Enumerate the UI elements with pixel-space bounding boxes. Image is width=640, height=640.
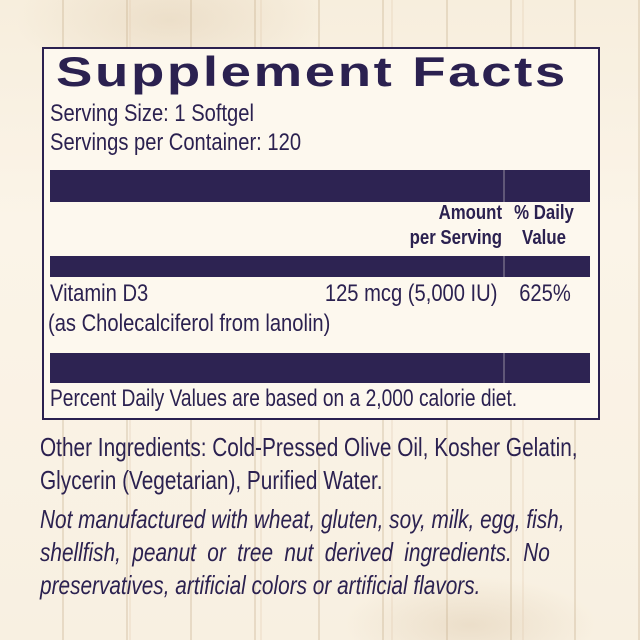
column-header-daily-value-line2: Value — [522, 227, 566, 249]
column-header-amount-line1: Amount — [438, 202, 502, 224]
nutrient-source-detail: (as Cholecalciferol from lanolin) — [48, 310, 331, 337]
nutrient-daily-value: 625% — [519, 280, 571, 307]
allergen-statement-line-2: shellfish, peanut or tree nut derived in… — [40, 537, 550, 567]
other-ingredients-line-1: Other Ingredients: Cold-Pressed Olive Oi… — [40, 432, 578, 462]
divider-bar-middle — [50, 256, 590, 277]
serving-size-text: Serving Size: 1 Softgel — [50, 100, 254, 127]
daily-value-footnote: Percent Daily Values are based on a 2,00… — [50, 385, 518, 412]
supplement-facts-panel: Supplement Facts Serving Size: 1 Softgel… — [42, 47, 600, 420]
column-header-amount-line2: per Serving — [409, 227, 502, 249]
other-ingredients-line-2: Glycerin (Vegetarian), Purified Water. — [40, 465, 383, 495]
nutrient-amount: 125 mcg (5,000 IU) — [324, 280, 497, 307]
nutrient-name: Vitamin D3 — [50, 280, 149, 307]
allergen-statement-line-3: preservatives, artificial colors or arti… — [40, 570, 481, 600]
divider-bar-bottom — [50, 353, 590, 383]
divider-bar-top — [50, 170, 590, 202]
panel-title: Supplement Facts — [56, 48, 568, 95]
column-header-amount: Amount per Serving — [410, 201, 502, 251]
column-header-daily-value-line1: % Daily — [514, 202, 574, 224]
column-header-daily-value: % Daily Value — [510, 201, 577, 251]
servings-per-container-text: Servings per Container: 120 — [50, 129, 302, 156]
allergen-statement-line-1: Not manufactured with wheat, gluten, soy… — [40, 504, 565, 534]
